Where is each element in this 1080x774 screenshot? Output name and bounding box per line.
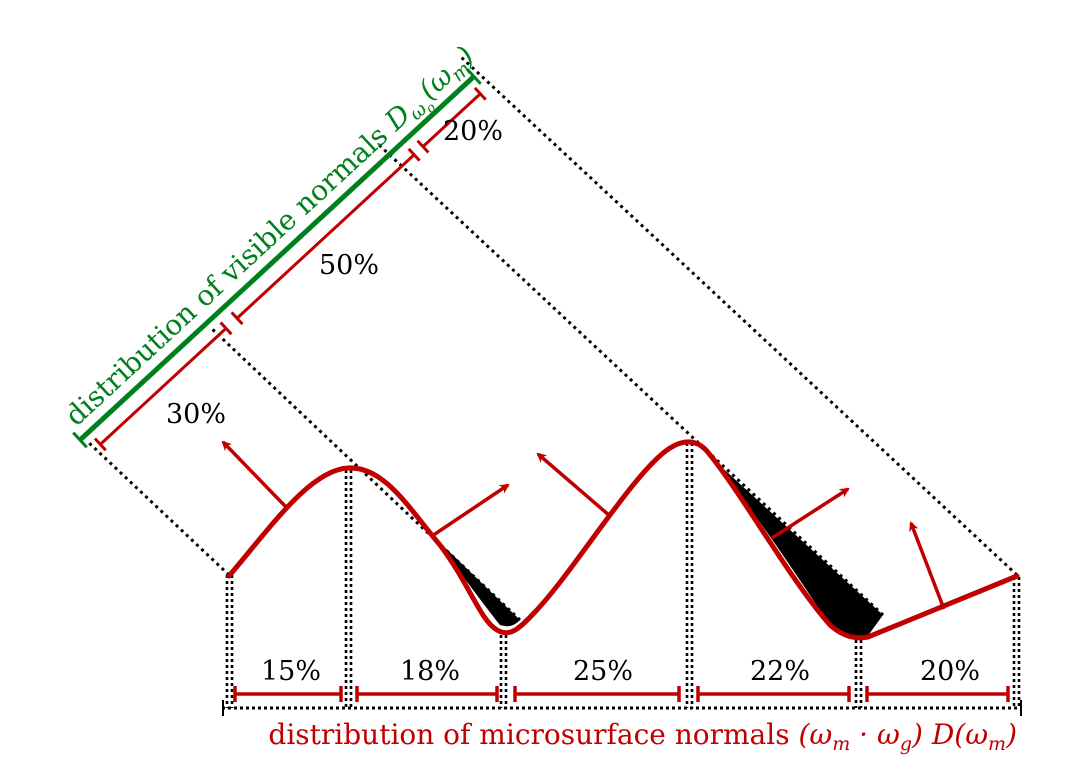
visible-segment-label: 20%: [443, 116, 503, 147]
visible-segment-label: 50%: [319, 250, 379, 281]
projection-line-peak2: [375, 141, 885, 617]
visible-segment-label: 30%: [166, 399, 226, 430]
normal-arrow-icon: [536, 452, 612, 518]
microsurface-segment-label: 20%: [920, 656, 980, 687]
microsurface-segment-label: 25%: [573, 656, 633, 687]
visible-distribution-axis: [72, 68, 482, 449]
microsurface-segment-label: 22%: [750, 656, 810, 687]
normal-arrow-icon: [221, 440, 288, 509]
normal-arrow-icon: [431, 483, 510, 538]
baseline: [222, 700, 1022, 716]
projection-line-right: [459, 55, 1019, 577]
normal-arrows: [221, 440, 946, 610]
microsurface-distribution-label: distribution of microsurface normals (ωm…: [268, 718, 1017, 755]
shadow-regions: [432, 462, 883, 639]
shadow-region-2: [716, 462, 883, 639]
projection-line-left: [85, 439, 231, 577]
shadow-region-1: [432, 535, 520, 627]
projection-lines: [85, 55, 1019, 622]
microsurface-segment-label: 15%: [261, 656, 321, 687]
normal-arrow-icon: [909, 521, 946, 610]
microsurface-curve: [226, 439, 1020, 641]
microsurface-segments: [233, 686, 1010, 702]
microsurface-segment-label: 18%: [400, 656, 460, 687]
visible-segments: [93, 86, 487, 452]
visible-distribution-label: distribution of visible normals Dωo(ωm): [59, 39, 486, 437]
vertical-dividers: [225, 443, 1021, 708]
normal-arrow-icon: [771, 487, 850, 540]
